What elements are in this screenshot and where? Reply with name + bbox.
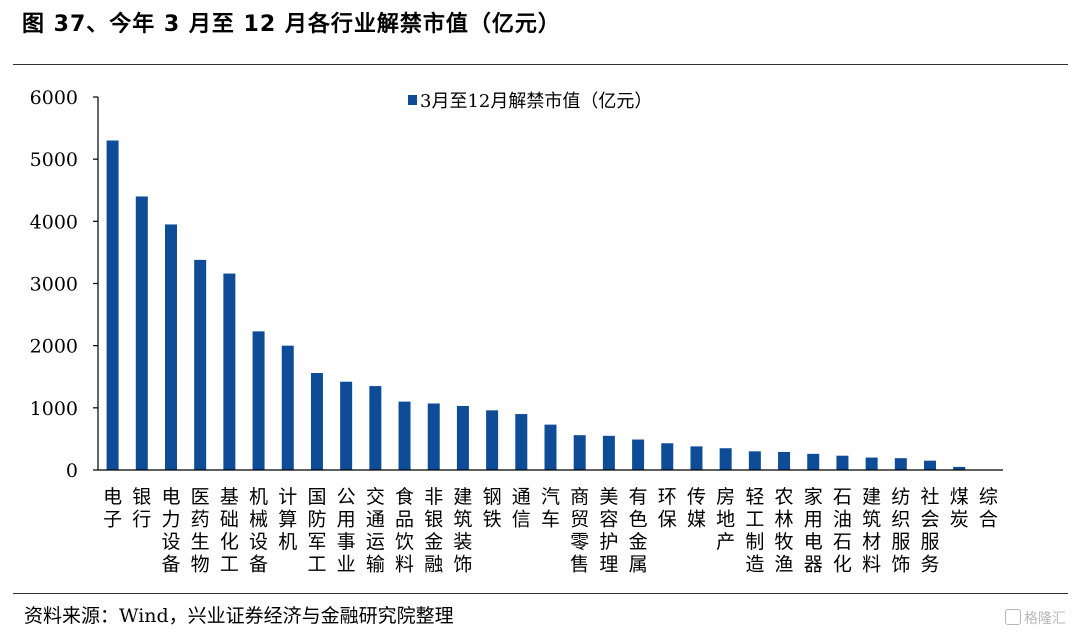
bar-30 <box>953 466 966 470</box>
x-category-label: 家用电器 <box>804 486 823 576</box>
bar-9 <box>340 381 353 470</box>
bars <box>106 140 966 470</box>
bar-28 <box>894 458 907 470</box>
source-note: 资料来源：Wind，兴业证券经济与金融研究院整理 <box>24 605 454 627</box>
y-tick-label: 6000 <box>30 87 78 109</box>
bar-16 <box>544 424 557 470</box>
bar-27 <box>865 457 878 470</box>
x-category-label: 机械设备 <box>249 486 268 576</box>
legend-swatch <box>408 95 417 105</box>
x-category-label: 食品饮料 <box>395 486 414 576</box>
bar-4 <box>194 259 207 470</box>
x-category-label: 传媒 <box>687 486 706 531</box>
x-category-label: 非银金融 <box>424 486 443 576</box>
bar-2 <box>135 196 148 470</box>
bar-12 <box>427 403 440 470</box>
bar-23 <box>748 451 761 470</box>
x-category-label: 银行 <box>132 486 151 531</box>
x-category-label: 社会服务 <box>921 486 940 576</box>
x-category-label: 有色金属 <box>629 486 648 576</box>
bar-15 <box>515 414 528 470</box>
x-category-label: 医药生物 <box>191 486 210 576</box>
bar-11 <box>398 401 411 470</box>
watermark-text: 格隆汇 <box>1024 611 1066 627</box>
bar-7 <box>281 345 294 470</box>
y-tick-label: 1000 <box>30 398 78 420</box>
bar-21 <box>690 446 703 470</box>
x-category-label: 综合 <box>979 486 998 531</box>
y-tick-label: 0 <box>66 460 78 482</box>
bar-3 <box>164 224 177 470</box>
x-category-label: 环保 <box>658 486 677 531</box>
x-category-label: 农林牧渔 <box>775 486 794 576</box>
x-category-label: 通信 <box>512 486 531 531</box>
bar-10 <box>369 386 382 470</box>
watermark-logo-icon <box>1005 609 1021 625</box>
x-category-label: 电子 <box>103 486 122 531</box>
bar-29 <box>924 460 937 470</box>
bar-20 <box>661 443 674 470</box>
legend: 3月至12月解禁市值（亿元） <box>408 91 652 112</box>
y-tick-label: 3000 <box>30 274 78 296</box>
legend-label: 3月至12月解禁市值（亿元） <box>420 91 652 112</box>
x-category-label: 基础化工 <box>220 486 239 576</box>
bar-18 <box>602 435 615 470</box>
x-category-label: 电力设备 <box>161 486 180 576</box>
bar-14 <box>486 410 499 470</box>
y-tick-label: 5000 <box>30 149 78 171</box>
x-category-label: 石油石化 <box>833 486 852 576</box>
bar-13 <box>456 405 469 470</box>
top-rule <box>13 64 1068 65</box>
x-category-label: 轻工制造 <box>745 486 764 576</box>
bar-chart: 0 1000 2000 3000 4000 5000 6000 电子银行电力设备医药生物基础… <box>30 87 1003 576</box>
bar-24 <box>778 451 791 470</box>
x-axis: 电子银行电力设备医药生物基础化工机械设备计算机国防军工公用事业交通运输食品饮料非… <box>98 469 1003 576</box>
figure-title: 图 37、今年 3 月至 12 月各行业解禁市值（亿元） <box>22 12 561 37</box>
bar-19 <box>632 439 645 470</box>
bar-1 <box>106 140 119 470</box>
x-category-label: 钢铁 <box>483 486 502 531</box>
watermark: 格隆汇 <box>1005 608 1066 628</box>
bar-6 <box>252 331 265 470</box>
y-axis: 0 1000 2000 3000 4000 5000 6000 <box>30 87 99 482</box>
bar-5 <box>223 273 236 470</box>
y-tick-label: 2000 <box>30 336 78 358</box>
y-tick-label: 4000 <box>30 211 78 233</box>
bar-17 <box>573 435 586 470</box>
bottom-rule <box>13 593 1068 594</box>
bar-26 <box>836 455 849 470</box>
x-category-label: 汽车 <box>541 486 560 531</box>
bar-25 <box>807 453 820 470</box>
bar-22 <box>719 448 732 470</box>
bar-8 <box>310 373 323 470</box>
x-category-label: 房地产 <box>716 486 735 553</box>
x-category-label: 国防军工 <box>307 486 326 576</box>
x-category-label: 公用事业 <box>337 486 356 576</box>
x-category-label: 计算机 <box>278 486 297 553</box>
x-category-label: 美容护理 <box>599 486 618 576</box>
x-category-label: 建筑装饰 <box>453 486 472 576</box>
x-category-label: 交通运输 <box>366 486 385 576</box>
x-category-label: 煤炭 <box>950 486 969 531</box>
x-category-label: 纺织服饰 <box>891 486 910 576</box>
x-category-label: 建筑材料 <box>862 486 881 576</box>
x-category-label: 商贸零售 <box>570 486 589 576</box>
